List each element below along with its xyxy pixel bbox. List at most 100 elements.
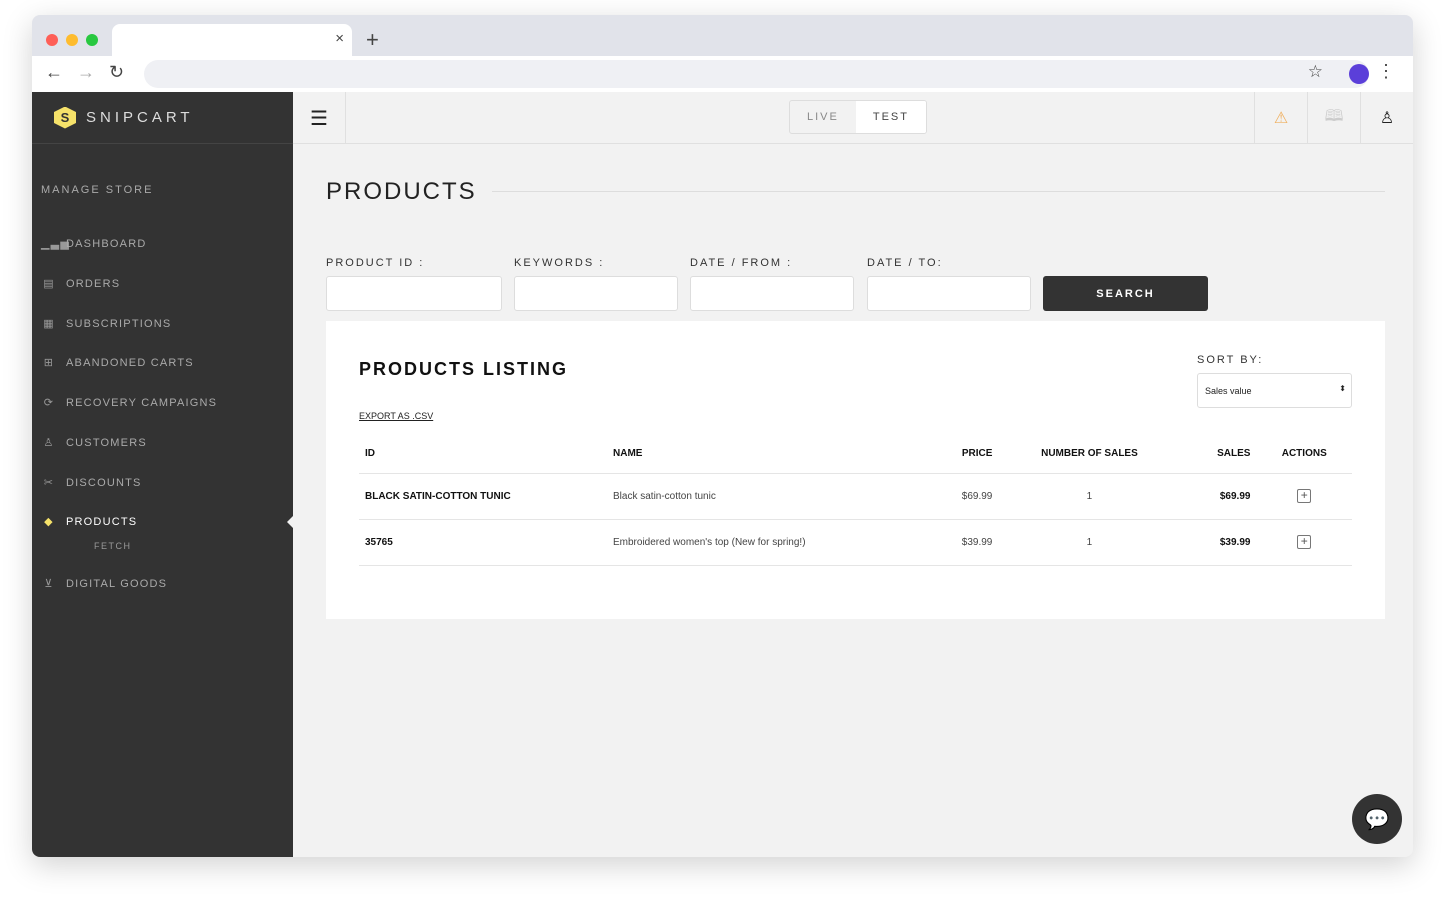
- product-id-label: PRODUCT ID :: [326, 257, 425, 269]
- brand-name: SNIPCART: [86, 109, 194, 126]
- address-bar: ← → ↻ ☆ ⋮: [32, 56, 1413, 92]
- select-arrows-icon: ⬍: [1339, 384, 1346, 393]
- logo[interactable]: S SNIPCART: [32, 92, 293, 144]
- hamburger-menu-icon[interactable]: ☰: [293, 92, 346, 144]
- expand-plus-icon[interactable]: +: [1297, 489, 1312, 503]
- sidebar-subitem-fetch[interactable]: FETCH: [94, 541, 132, 551]
- sidebar-item-recovery-campaigns[interactable]: ⟳ RECOVERY CAMPAIGNS: [41, 396, 218, 410]
- sidebar-item-label: PRODUCTS: [66, 515, 138, 528]
- chat-support-icon[interactable]: 💬: [1352, 794, 1402, 844]
- browser-menu-icon[interactable]: ⋮: [1377, 61, 1395, 81]
- close-window-button[interactable]: [46, 34, 58, 46]
- date-to-label: DATE / TO:: [867, 257, 943, 269]
- cart-icon: ⊞: [43, 357, 55, 369]
- sidebar-item-dashboard[interactable]: ▁▃▅ DASHBOARD: [41, 237, 147, 251]
- sidebar-item-abandoned-carts[interactable]: ⊞ ABANDONED CARTS: [41, 356, 194, 370]
- scissors-icon: ✂: [43, 477, 55, 489]
- forward-icon[interactable]: →: [77, 62, 95, 82]
- reload-icon[interactable]: ↻: [109, 62, 125, 82]
- product-id[interactable]: 35765: [359, 519, 607, 566]
- sidebar-item-products[interactable]: ◆ PRODUCTS: [41, 515, 138, 529]
- user-icon: ♙: [43, 437, 55, 449]
- test-mode-button[interactable]: TEST: [855, 101, 926, 133]
- maximize-window-button[interactable]: [86, 34, 98, 46]
- download-icon: ⊻: [44, 578, 54, 590]
- page-title: PRODUCTS: [326, 178, 477, 205]
- sales-total: $69.99: [1180, 473, 1257, 520]
- column-name[interactable]: NAME: [607, 434, 927, 474]
- sidebar: S SNIPCART MANAGE STORE ▁▃▅ DASHBOARD ▤ ORD…: [32, 92, 293, 857]
- export-csv-link[interactable]: EXPORT AS .CSV: [359, 411, 434, 421]
- account-user-icon[interactable]: ♙: [1360, 92, 1413, 144]
- sidebar-item-label: SUBSCRIPTIONS: [66, 317, 172, 330]
- tab-bar: × +: [32, 15, 1413, 56]
- refresh-icon: ⟳: [43, 397, 55, 409]
- bookmark-star-icon[interactable]: ☆: [1307, 62, 1323, 81]
- warning-icon[interactable]: ⚠: [1254, 92, 1307, 144]
- column-actions: ACTIONS: [1256, 434, 1352, 474]
- sidebar-item-label: DASHBOARD: [66, 237, 147, 250]
- top-bar: ☰ LIVE TEST ⚠ 🕮 ♙: [293, 92, 1413, 144]
- title-divider: [492, 191, 1385, 192]
- back-icon[interactable]: ←: [45, 62, 63, 82]
- table-header: ID NAME PRICE NUMBER OF SALES SALES ACTI…: [359, 434, 1352, 474]
- product-id-input[interactable]: [326, 276, 502, 311]
- sales-total: $39.99: [1180, 519, 1257, 566]
- sidebar-item-label: ORDERS: [66, 277, 121, 290]
- product-id[interactable]: BLACK SATIN-COTTON TUNIC: [359, 473, 607, 520]
- sidebar-item-label: RECOVERY CAMPAIGNS: [66, 396, 218, 409]
- sidebar-item-subscriptions[interactable]: ▦ SUBSCRIPTIONS: [41, 317, 172, 331]
- keywords-input[interactable]: [514, 276, 678, 311]
- products-listing-card: PRODUCTS LISTING EXPORT AS .CSV SORT BY:…: [326, 321, 1385, 619]
- sidebar-item-label: DISCOUNTS: [66, 476, 142, 489]
- listing-title: PRODUCTS LISTING: [359, 359, 569, 379]
- sidebar-item-customers[interactable]: ♙ CUSTOMERS: [41, 436, 147, 450]
- snipcart-logo-icon: S: [54, 106, 76, 129]
- receipt-icon: ▤: [43, 278, 55, 290]
- profile-avatar[interactable]: [1349, 64, 1369, 84]
- column-price[interactable]: PRICE: [927, 434, 999, 474]
- table-row[interactable]: BLACK SATIN-COTTON TUNIC Black satin-cot…: [359, 473, 1352, 520]
- url-input[interactable]: [144, 60, 1369, 88]
- column-sales[interactable]: SALES: [1180, 434, 1257, 474]
- sidebar-item-orders[interactable]: ▤ ORDERS: [41, 277, 121, 291]
- tag-icon: ◆: [44, 516, 54, 528]
- product-name: Black satin-cotton tunic: [607, 473, 927, 520]
- table-row[interactable]: 35765 Embroidered women's top (New for s…: [359, 519, 1352, 566]
- products-table: ID NAME PRICE NUMBER OF SALES SALES ACTI…: [359, 434, 1352, 566]
- date-to-input[interactable]: [867, 276, 1031, 311]
- browser-tab[interactable]: ×: [112, 24, 352, 56]
- column-number-of-sales[interactable]: NUMBER OF SALES: [998, 434, 1181, 474]
- minimize-window-button[interactable]: [66, 34, 78, 46]
- sidebar-item-discounts[interactable]: ✂ DISCOUNTS: [41, 476, 142, 490]
- active-indicator: [287, 516, 293, 528]
- product-name: Embroidered women's top (New for spring!…: [607, 519, 927, 566]
- number-of-sales: 1: [998, 473, 1181, 520]
- sort-value: Sales value: [1205, 386, 1252, 396]
- mode-toggle: LIVE TEST: [789, 100, 927, 134]
- column-id[interactable]: ID: [359, 434, 607, 474]
- keywords-label: KEYWORDS :: [514, 257, 605, 269]
- browser-window: × + ← → ↻ ☆ ⋮ S SNIPCART MANAGE STORE ▁▃▅…: [32, 15, 1413, 857]
- product-price: $69.99: [927, 473, 999, 520]
- live-mode-button[interactable]: LIVE: [807, 111, 839, 123]
- bar-chart-icon: ▁▃▅: [41, 238, 70, 250]
- close-tab-icon[interactable]: ×: [335, 30, 344, 47]
- search-button[interactable]: SEARCH: [1043, 276, 1208, 311]
- main-content: PRODUCTS PRODUCT ID : KEYWORDS : DATE / …: [326, 144, 1385, 704]
- section-title: MANAGE STORE: [41, 184, 154, 196]
- product-price: $39.99: [927, 519, 999, 566]
- expand-plus-icon[interactable]: +: [1297, 535, 1312, 549]
- new-tab-button[interactable]: +: [366, 27, 379, 52]
- docs-book-icon[interactable]: 🕮: [1307, 92, 1360, 144]
- sidebar-item-label: ABANDONED CARTS: [66, 356, 194, 369]
- sort-by-select[interactable]: Sales value ⬍: [1197, 373, 1352, 408]
- sidebar-item-digital-goods[interactable]: ⊻ DIGITAL GOODS: [41, 577, 168, 591]
- date-from-label: DATE / FROM :: [690, 257, 793, 269]
- calendar-icon: ▦: [43, 318, 55, 330]
- sidebar-item-label: CUSTOMERS: [66, 436, 147, 449]
- sort-by-label: SORT BY:: [1197, 354, 1264, 366]
- sidebar-item-label: DIGITAL GOODS: [66, 577, 168, 590]
- number-of-sales: 1: [998, 519, 1181, 566]
- date-from-input[interactable]: [690, 276, 854, 311]
